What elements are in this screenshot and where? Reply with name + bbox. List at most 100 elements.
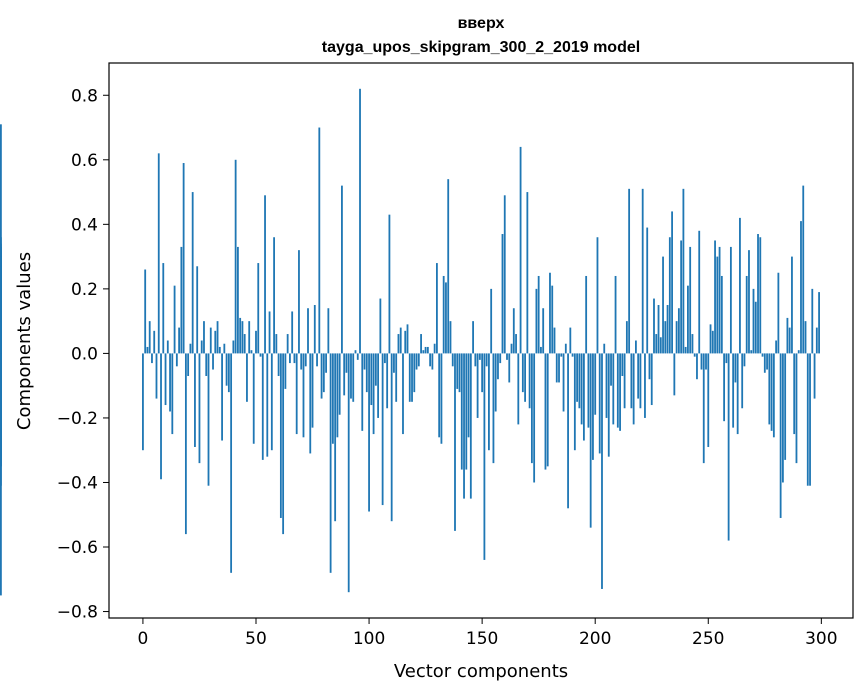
bar (646, 227, 649, 354)
bar (166, 340, 169, 354)
y-axis-label: Components values (14, 252, 35, 430)
bar (804, 321, 807, 354)
y-tick-label: 0.2 (71, 280, 98, 300)
bar (162, 263, 165, 354)
bar (628, 188, 631, 354)
bar (666, 305, 669, 354)
bar (662, 256, 664, 354)
bar (766, 353, 768, 370)
bar (451, 353, 454, 367)
bar (363, 353, 366, 370)
bar (180, 246, 183, 354)
bar (499, 353, 502, 364)
bar (370, 353, 373, 406)
bar (146, 346, 149, 354)
bar (442, 275, 445, 354)
bar (399, 327, 402, 354)
x-axis-label: Vector components (394, 661, 568, 682)
bar (295, 353, 298, 435)
y-axis-ticks: −0.8 −0.6 −0.4 −0.2 0.0 0.2 0.4 0.6 0.8 (57, 86, 109, 623)
bar (252, 353, 255, 444)
bar (286, 334, 289, 354)
bar (345, 353, 348, 373)
bar (594, 353, 597, 415)
bar (739, 217, 741, 354)
bar (784, 353, 787, 460)
bar (352, 353, 355, 402)
bar (350, 353, 352, 399)
bar (209, 327, 212, 354)
bar (564, 343, 567, 354)
bar (0, 353, 2, 596)
bar (266, 353, 269, 457)
bar (341, 185, 343, 354)
bar (246, 353, 248, 402)
bar (542, 308, 545, 354)
bar (196, 266, 199, 354)
bar (540, 346, 542, 354)
bar (417, 353, 420, 367)
bar (404, 330, 407, 354)
bar (264, 195, 266, 354)
bar (533, 353, 536, 483)
bar (191, 192, 194, 354)
bar (361, 353, 364, 431)
x-tick-label: 50 (245, 629, 267, 649)
bar (806, 353, 809, 486)
bar (397, 334, 400, 354)
bar (759, 237, 762, 354)
chart-subtitle: tayga_upos_skipgram_300_2_2019 model (322, 39, 640, 56)
y-tick-label: 0.0 (71, 344, 98, 364)
bar (734, 353, 737, 383)
bar (178, 327, 181, 354)
bar (481, 353, 484, 393)
bar (255, 330, 257, 354)
bar (716, 256, 719, 354)
bar (677, 308, 680, 354)
bar (214, 330, 217, 354)
bar (535, 288, 538, 354)
bar (598, 353, 601, 454)
bar (714, 240, 716, 354)
bar (689, 246, 692, 354)
y-tick-label: 0.6 (71, 151, 98, 171)
bar (325, 353, 327, 373)
bar (621, 353, 624, 376)
bar (664, 321, 667, 354)
bar (809, 353, 811, 486)
bar (777, 272, 780, 354)
bar (187, 353, 190, 376)
bar (727, 353, 730, 541)
bar (372, 353, 375, 435)
bar (562, 353, 565, 412)
bar (696, 353, 698, 380)
bar (582, 353, 585, 441)
bar (291, 311, 294, 354)
bar (316, 353, 318, 367)
bar (169, 353, 171, 412)
bar (729, 246, 732, 354)
bar (422, 350, 425, 354)
bar (395, 353, 398, 402)
bar (438, 353, 441, 438)
bar (433, 343, 436, 354)
bar (659, 337, 662, 354)
bar (635, 340, 637, 354)
bar (454, 353, 456, 531)
bar (772, 353, 775, 438)
bar (234, 159, 237, 354)
bar (469, 353, 472, 499)
bar (377, 353, 380, 418)
bar (560, 353, 563, 357)
bar (693, 353, 696, 357)
bar (775, 340, 778, 354)
bar (754, 301, 757, 354)
bar (741, 353, 744, 409)
bar (381, 353, 384, 506)
bar (625, 321, 628, 354)
bar (307, 308, 309, 354)
bar (205, 353, 208, 376)
bar (223, 343, 226, 354)
bars (0, 88, 820, 596)
bar (603, 343, 606, 354)
